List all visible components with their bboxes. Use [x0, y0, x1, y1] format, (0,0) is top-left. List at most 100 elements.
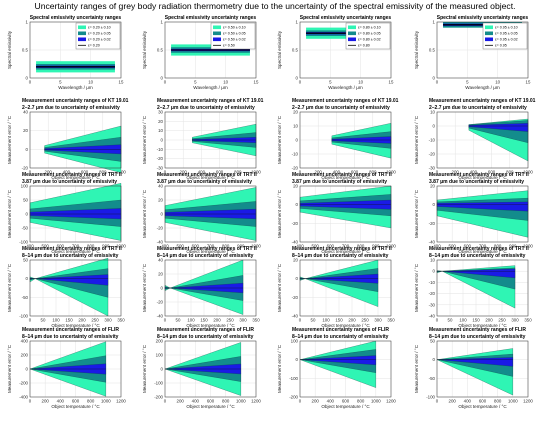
y-axis-label: Measurement error / °C — [7, 115, 12, 164]
x-tick-label: 0 — [29, 170, 32, 175]
axes-frame — [29, 340, 122, 398]
x-tick-label: 1000 — [101, 399, 111, 404]
panel-title: Measurement uncertainty ranges of KT 19.… — [157, 98, 264, 104]
x-axis-label: Object temperature / °C — [458, 323, 507, 328]
x-tick-label: 200 — [45, 170, 53, 175]
x-tick-label: 1000 — [523, 244, 533, 249]
x-axis-label: Object temperature / °C — [51, 175, 100, 180]
y-tick-label: -20 — [157, 226, 164, 231]
y-tick-label: -50 — [22, 295, 29, 300]
x-axis-label: Wavelength / μm — [58, 85, 93, 90]
x-axis-label: Object temperature / °C — [186, 175, 235, 180]
x-axis-label: Wavelength / μm — [465, 85, 500, 90]
x-tick-label: 250 — [498, 318, 506, 323]
panel-subtitle: 3.87 μm due to uncertainty of emissivity — [22, 179, 117, 185]
y-axis-label: Measurement error / °C — [277, 263, 282, 312]
x-tick-label: 0 — [29, 80, 32, 85]
y-tick-label: 10 — [293, 124, 298, 129]
x-tick-label: 0 — [164, 318, 167, 323]
x-tick-label: 5 — [329, 80, 332, 85]
x-tick-label: 0 — [29, 318, 32, 323]
y-tick-label: 10 — [430, 110, 435, 115]
y-axis-label: Spectral emissivity — [7, 30, 12, 69]
x-tick-label: 350 — [252, 318, 260, 323]
x-axis-label: Object temperature / °C — [51, 323, 100, 328]
panel-subtitle: 8–14 μm due to uncertainty of emissivity — [429, 334, 526, 340]
legend-entry: ε= 0.95 ± 0.05 — [495, 32, 518, 36]
x-tick-label: 0 — [299, 80, 302, 85]
x-tick-label: 900 — [102, 244, 110, 249]
x-tick-label: 600 — [207, 399, 215, 404]
legend-swatch — [348, 25, 356, 30]
x-tick-label: 350 — [117, 318, 125, 323]
y-tick-label: 40 — [158, 184, 163, 189]
x-tick-label: 500 — [312, 244, 320, 249]
y-tick-label: -40 — [292, 314, 299, 319]
panel-title: Spectral emissivity uncertainty ranges — [300, 15, 392, 21]
y-tick-label: -40 — [292, 240, 299, 245]
x-tick-label: 1200 — [251, 399, 261, 404]
x-tick-label: 800 — [99, 170, 107, 175]
axes-frame — [164, 259, 257, 317]
y-tick-label: -40 — [157, 314, 164, 319]
axes-frame — [29, 259, 122, 317]
y-tick-label: 200 — [21, 353, 29, 358]
y-tick-label: 20 — [293, 184, 298, 189]
x-tick-label: 400 — [464, 399, 472, 404]
panel-subtitle: 3.87 μm due to uncertainty of emissivity — [157, 179, 252, 185]
axes-frame — [436, 185, 529, 243]
panel-trt387-0.80: 400 500 600 700 800 900 1000 -40 -20 0 20 Measureme… — [277, 172, 396, 254]
x-tick-label: 200 — [485, 318, 493, 323]
legend-swatch — [78, 25, 86, 30]
y-tick-label: -40 — [157, 240, 164, 245]
panel-subtitle: 3.87 μm due to uncertainty of emissivity — [292, 179, 387, 185]
y-axis-label: Measurement error / °C — [7, 263, 12, 312]
x-tick-label: 150 — [335, 318, 343, 323]
y-tick-label: 0 — [296, 138, 299, 143]
x-tick-label: 800 — [494, 399, 502, 404]
legend-entry: ε= 0.95 ± 0.10 — [495, 26, 518, 30]
legend-swatch — [213, 25, 221, 30]
y-tick-label: -50 — [429, 376, 436, 381]
y-axis-label: Spectral emissivity — [142, 30, 147, 69]
x-axis-label: Object temperature / °C — [321, 175, 370, 180]
legend-entry: ε= 0.80 — [358, 44, 370, 48]
y-axis-label: Measurement error / °C — [142, 344, 147, 393]
y-tick-label: 50 — [23, 198, 28, 203]
y-axis-label: Spectral emissivity — [414, 30, 419, 69]
panel-title: Measurement uncertainty ranges of TRT II — [429, 246, 529, 252]
x-tick-label: 150 — [65, 318, 73, 323]
panel-trt387-0.50: 400 500 600 700 800 900 1000 -40 -20 0 20 40 Measure… — [142, 172, 261, 254]
x-tick-label: 800 — [369, 170, 377, 175]
panel-title: Spectral emissivity uncertainty ranges — [437, 15, 529, 21]
x-tick-label: 5 — [194, 80, 197, 85]
y-tick-label: 20 — [158, 272, 163, 277]
y-tick-label: 100 — [21, 184, 29, 189]
y-tick-label: 40 — [158, 258, 163, 263]
x-tick-label: 100 — [52, 318, 60, 323]
x-tick-label: 400 — [433, 244, 441, 249]
y-tick-label: 10 — [158, 128, 163, 133]
x-tick-label: 200 — [180, 170, 188, 175]
y-tick-label: 400 — [21, 339, 29, 344]
x-tick-label: 600 — [192, 244, 200, 249]
panel-flir-0.80: 0 200 400 600 800 1000 1200 -200 -100 0 100 Measure… — [277, 327, 396, 409]
panel-title: Spectral emissivity uncertainty ranges — [165, 15, 257, 21]
panel-trt814-0.80: 0 50 100 150 200 250 300 350 -40 -20 0 20 Measuremen… — [277, 246, 395, 328]
y-tick-label: 1 — [161, 20, 164, 25]
y-tick-label: 20 — [23, 128, 28, 133]
y-tick-label: -200 — [289, 395, 298, 400]
y-tick-label: 0 — [296, 202, 299, 207]
panel-trt387-0.20: 400 500 600 700 800 900 1000 -100 -50 0 50 100 Measu… — [7, 172, 126, 254]
x-tick-label: 200 — [449, 399, 457, 404]
y-tick-label: 0 — [26, 367, 29, 372]
x-tick-label: 400 — [161, 244, 169, 249]
y-tick-label: -100 — [19, 314, 28, 319]
y-tick-label: -20 — [22, 166, 29, 171]
x-tick-label: 5 — [466, 80, 469, 85]
